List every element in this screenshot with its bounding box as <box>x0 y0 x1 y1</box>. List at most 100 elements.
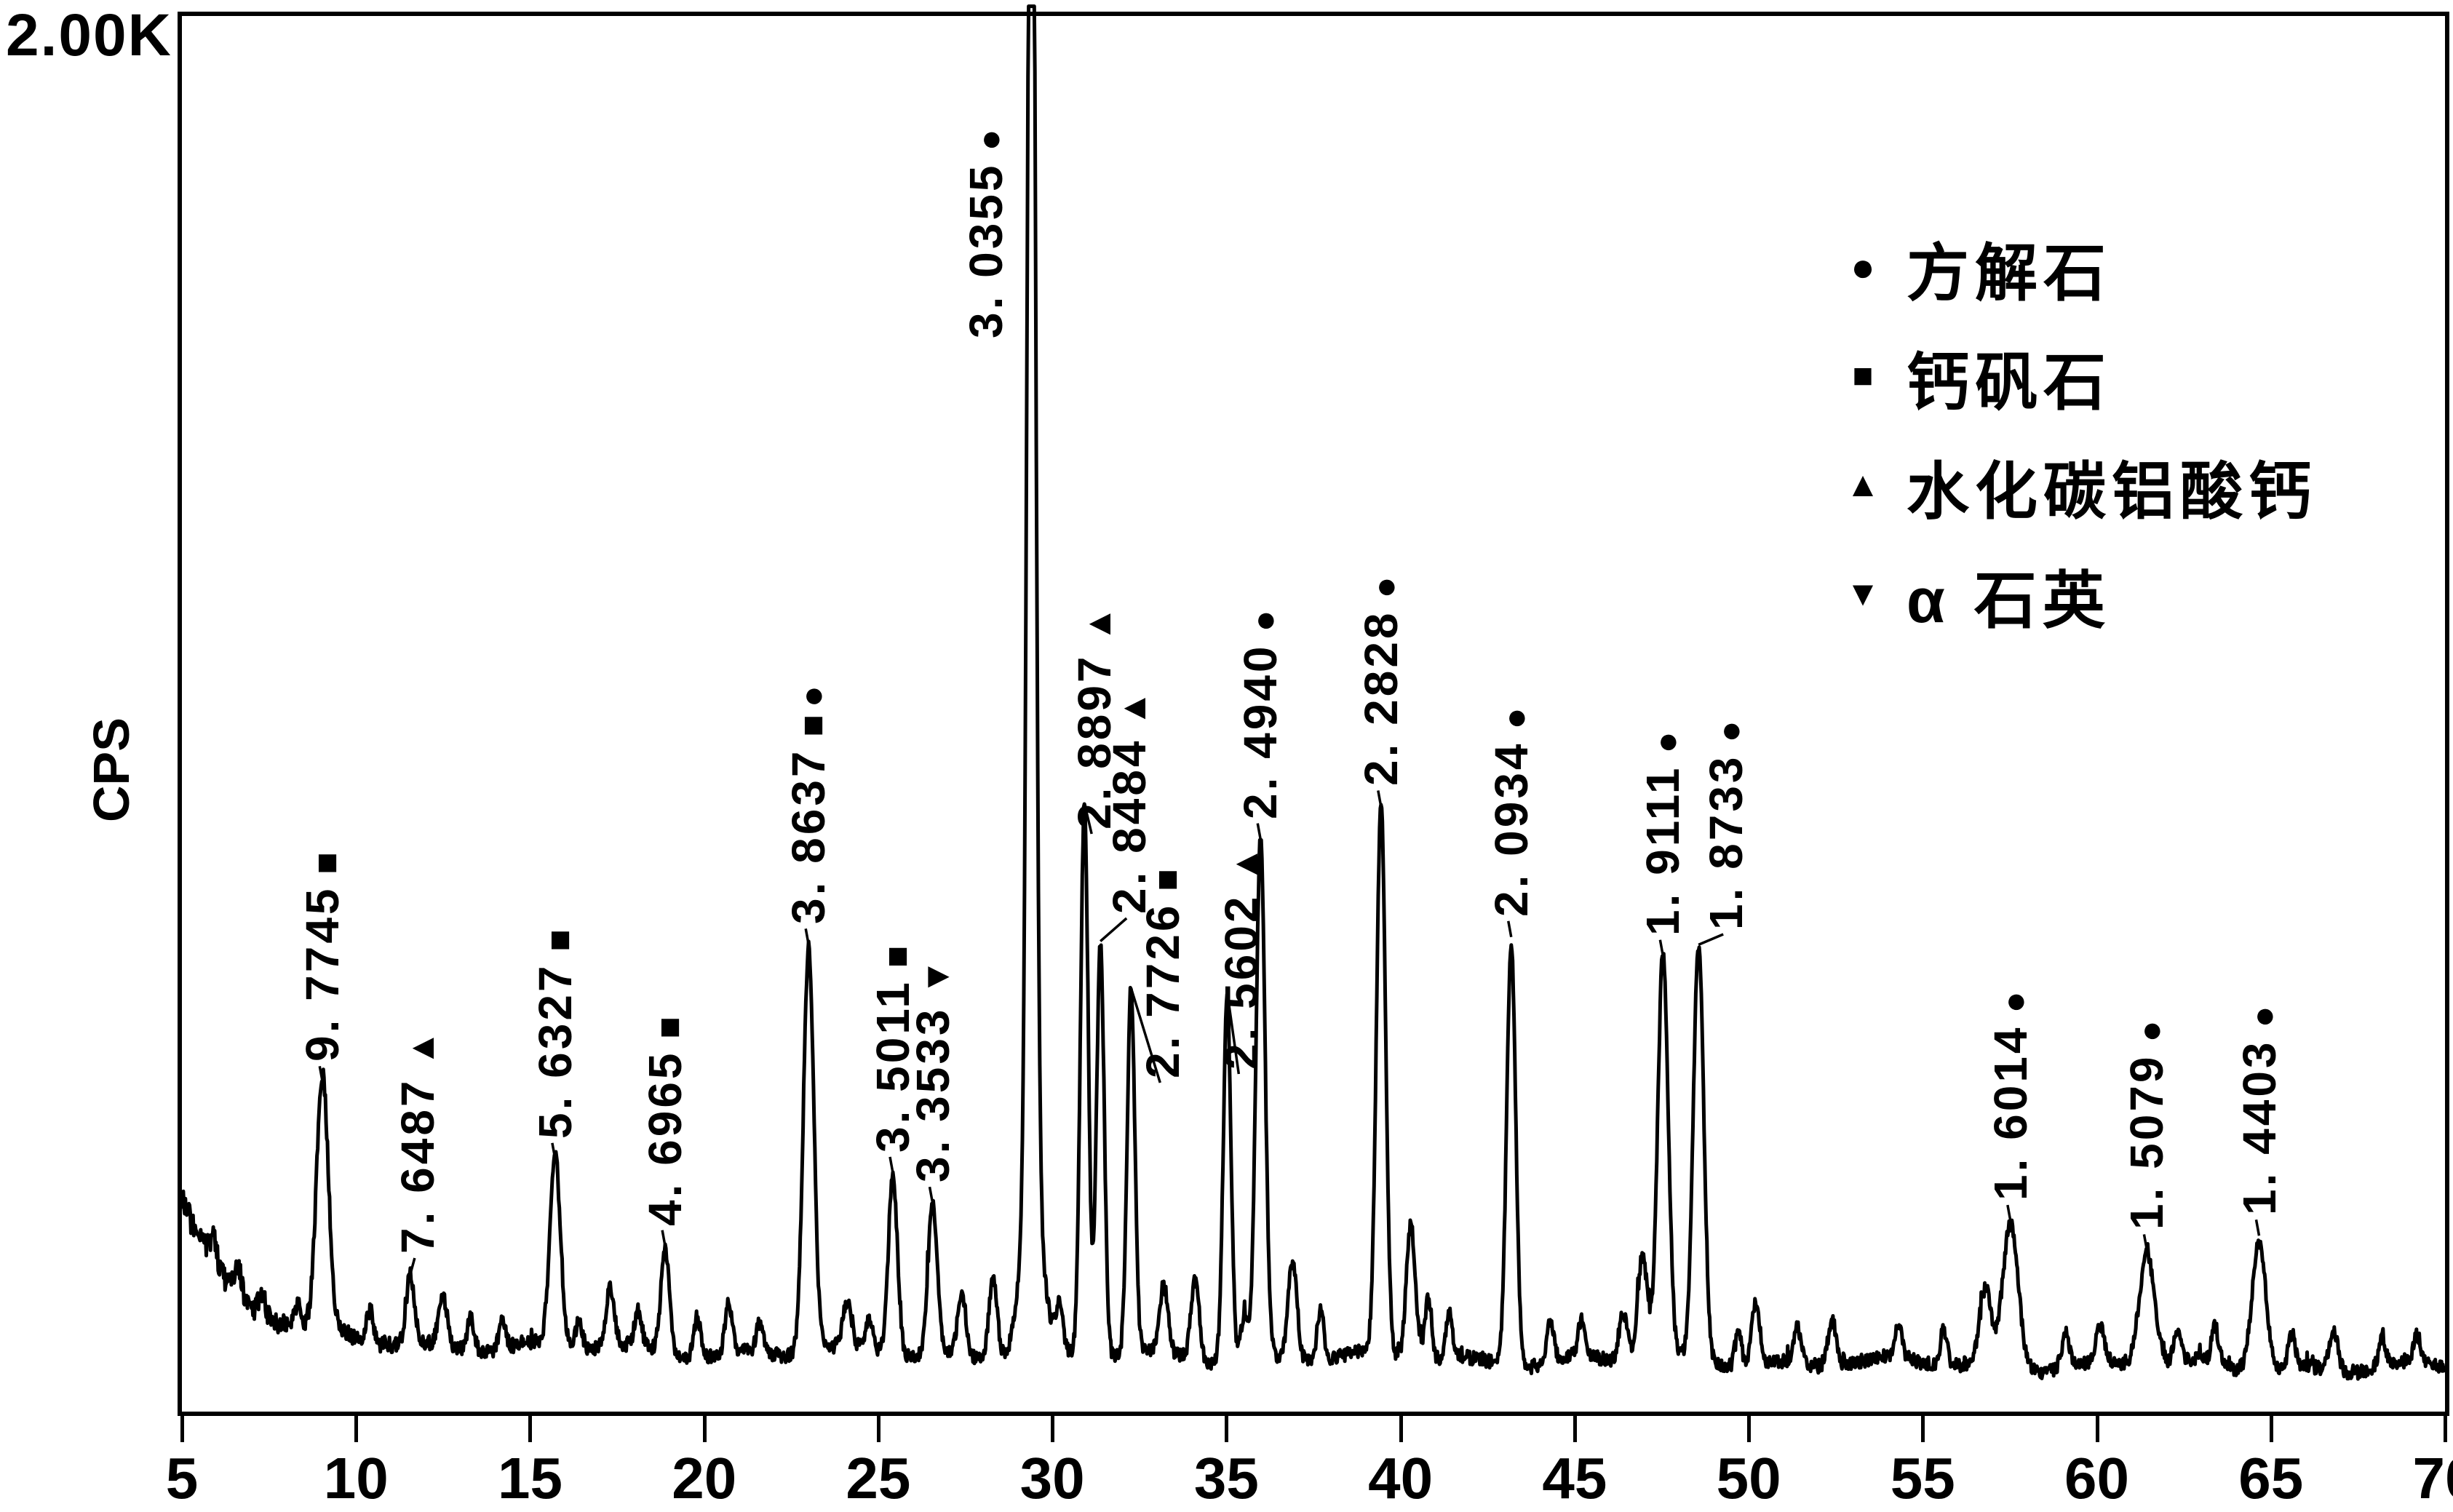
peak-phase-symbol-icon: ■ <box>1146 862 1188 891</box>
peak-leader-line <box>1698 933 1724 946</box>
legend-label: 方解石 <box>1907 238 2112 309</box>
peak-label: 1. 5079 ● <box>2120 1013 2174 1230</box>
peak-label: 1. 9111 ● <box>1637 724 1690 936</box>
peak-phase-symbol-icon: ▲ <box>400 1022 442 1067</box>
x-axis-tick <box>2444 1416 2447 1442</box>
peak-d-value: 1. 8733 <box>1700 754 1753 930</box>
peak-label: 1. 8733 ● <box>1700 713 1753 930</box>
peak-phase-symbol-icon: ● <box>1364 569 1405 599</box>
x-axis-tick-label: 10 <box>323 1446 389 1511</box>
peak-label: 4. 6965 ■ <box>639 1008 692 1226</box>
peak-leader-line <box>2006 1204 2012 1222</box>
x-axis-tick-label: 25 <box>846 1446 911 1511</box>
peak-leader-line <box>409 1257 416 1275</box>
peak-leader-line <box>1507 920 1513 938</box>
peak-phase-symbol-icon: ● <box>1709 713 1751 743</box>
peak-d-value: 1. 9111 <box>1637 765 1690 936</box>
peak-label: 2. 2828 ● <box>1354 569 1407 787</box>
peak-leader-line <box>1083 803 1093 835</box>
peak-label: 2. 5602 ▲ <box>1215 838 1268 1070</box>
peak-leader-line <box>1256 823 1262 840</box>
peak-d-value: 1. 4403 <box>2233 1039 2286 1216</box>
peak-d-value: 3. 3533 <box>906 1006 959 1183</box>
x-axis-tick-label: 20 <box>672 1446 737 1511</box>
peak-phase-symbol-icon: ● <box>1494 700 1535 730</box>
x-axis-tick-label: 70 <box>2412 1446 2453 1511</box>
legend: ● 方解石 ■ 钙矾石 ▲ 水化碳铝酸钙 ▼ α 石英 <box>1819 212 2317 649</box>
peak-phase-symbol-icon: ● <box>969 122 1011 151</box>
peak-label: 3. 3533 ▼ <box>906 952 959 1183</box>
peak-d-value: 7. 6487 <box>391 1078 444 1254</box>
peak-d-value: 2. 0934 <box>1484 741 1538 917</box>
peak-label: 3. 0355 ● <box>960 122 1013 338</box>
peak-phase-symbol-icon: ■● <box>792 678 833 737</box>
peak-leader-line <box>888 1156 894 1174</box>
peak-leader-line <box>804 928 810 945</box>
peak-leader-line <box>2142 1234 2149 1251</box>
peak-d-value: 2. 5602 <box>1215 894 1268 1070</box>
trace-svg <box>180 4 2447 1381</box>
peak-label: 2. 7726 ■ <box>1137 862 1190 1078</box>
x-axis-tick-label: 5 <box>165 1446 199 1511</box>
peak-label: 5. 6327 ■ <box>529 922 581 1139</box>
x-axis-tick <box>1051 1416 1055 1442</box>
x-axis-tick <box>354 1416 359 1442</box>
legend-item: ▼ α 石英 <box>1819 540 2317 649</box>
x-axis-tick-label: 50 <box>1716 1446 1781 1511</box>
x-axis-tick <box>876 1416 880 1442</box>
peak-phase-symbol-icon: ▲ <box>1113 683 1154 727</box>
x-axis-tick <box>1921 1416 1925 1442</box>
x-axis-tick-label: 60 <box>2064 1446 2130 1511</box>
x-axis-tick <box>2095 1416 2099 1442</box>
peak-phase-symbol-icon: ■ <box>648 1008 690 1039</box>
x-axis-tick-label: 65 <box>2238 1446 2304 1511</box>
peak-phase-symbol-icon: ▲ <box>1225 838 1266 883</box>
x-axis-tick <box>2269 1416 2273 1442</box>
peak-leader-line <box>551 1142 557 1160</box>
peak-d-value: 2. 2828 <box>1354 610 1407 787</box>
peak-label: 3. 8637 ■● <box>782 678 835 924</box>
legend-symbol-icon: ▼ <box>1845 575 1880 613</box>
peak-label: 2. 4940 ● <box>1234 602 1287 819</box>
peak-leader-line <box>1658 939 1665 957</box>
peak-d-value: 2. 7726 <box>1137 902 1190 1078</box>
peak-phase-symbol-icon: ● <box>1244 602 1285 632</box>
peak-leader-line <box>1100 917 1128 942</box>
legend-symbol-icon: ● <box>1850 244 1875 290</box>
peak-leader-line <box>1129 987 1161 1083</box>
x-axis-tick-label: 55 <box>1890 1446 1955 1511</box>
peak-leader-line <box>2254 1219 2261 1236</box>
x-axis-tick <box>702 1416 707 1442</box>
peak-d-value: 2. 4940 <box>1234 643 1287 819</box>
x-axis-tick <box>1747 1416 1752 1442</box>
x-axis-tick-label: 45 <box>1542 1446 1607 1511</box>
legend-symbol-icon: ▲ <box>1845 466 1880 504</box>
peak-phase-symbol-icon: ▲ <box>1078 598 1119 642</box>
peak-d-value: 3. 0355 <box>960 162 1013 338</box>
peak-label: 1. 6014 ● <box>1984 984 2037 1201</box>
peak-leader-line <box>928 1186 934 1203</box>
peak-leader-line <box>318 1065 325 1083</box>
peak-phase-symbol-icon: ● <box>2130 1013 2171 1043</box>
x-axis-tick-label: 35 <box>1193 1446 1259 1511</box>
legend-label: 钙矾石 <box>1907 347 2112 418</box>
peak-phase-symbol-icon: ▼ <box>915 952 957 995</box>
peak-label: 9. 7745 ■ <box>296 845 349 1062</box>
peak-leader-line <box>1377 790 1383 807</box>
peak-label: 2. 0934 ● <box>1484 700 1538 917</box>
legend-item: ■ 钙矾石 <box>1819 322 2317 431</box>
peak-d-value: 1. 5079 <box>2120 1054 2174 1230</box>
legend-label: 水化碳铝酸钙 <box>1907 456 2317 527</box>
y-axis-max-label: 2.00K <box>6 2 172 68</box>
x-axis-tick <box>180 1416 184 1442</box>
xrd-trace <box>180 4 2447 1381</box>
peak-d-value: 4. 6965 <box>639 1050 692 1226</box>
peak-d-value: 9. 7745 <box>296 886 349 1062</box>
x-axis-tick <box>1399 1416 1403 1442</box>
peak-leader-line <box>1225 991 1241 1075</box>
peak-label: 7. 6487 ▲ <box>391 1022 444 1254</box>
x-axis-tick-label: 30 <box>1019 1446 1085 1511</box>
x-axis-tick <box>1573 1416 1577 1442</box>
peak-label: 1. 4403 ● <box>2233 999 2286 1216</box>
